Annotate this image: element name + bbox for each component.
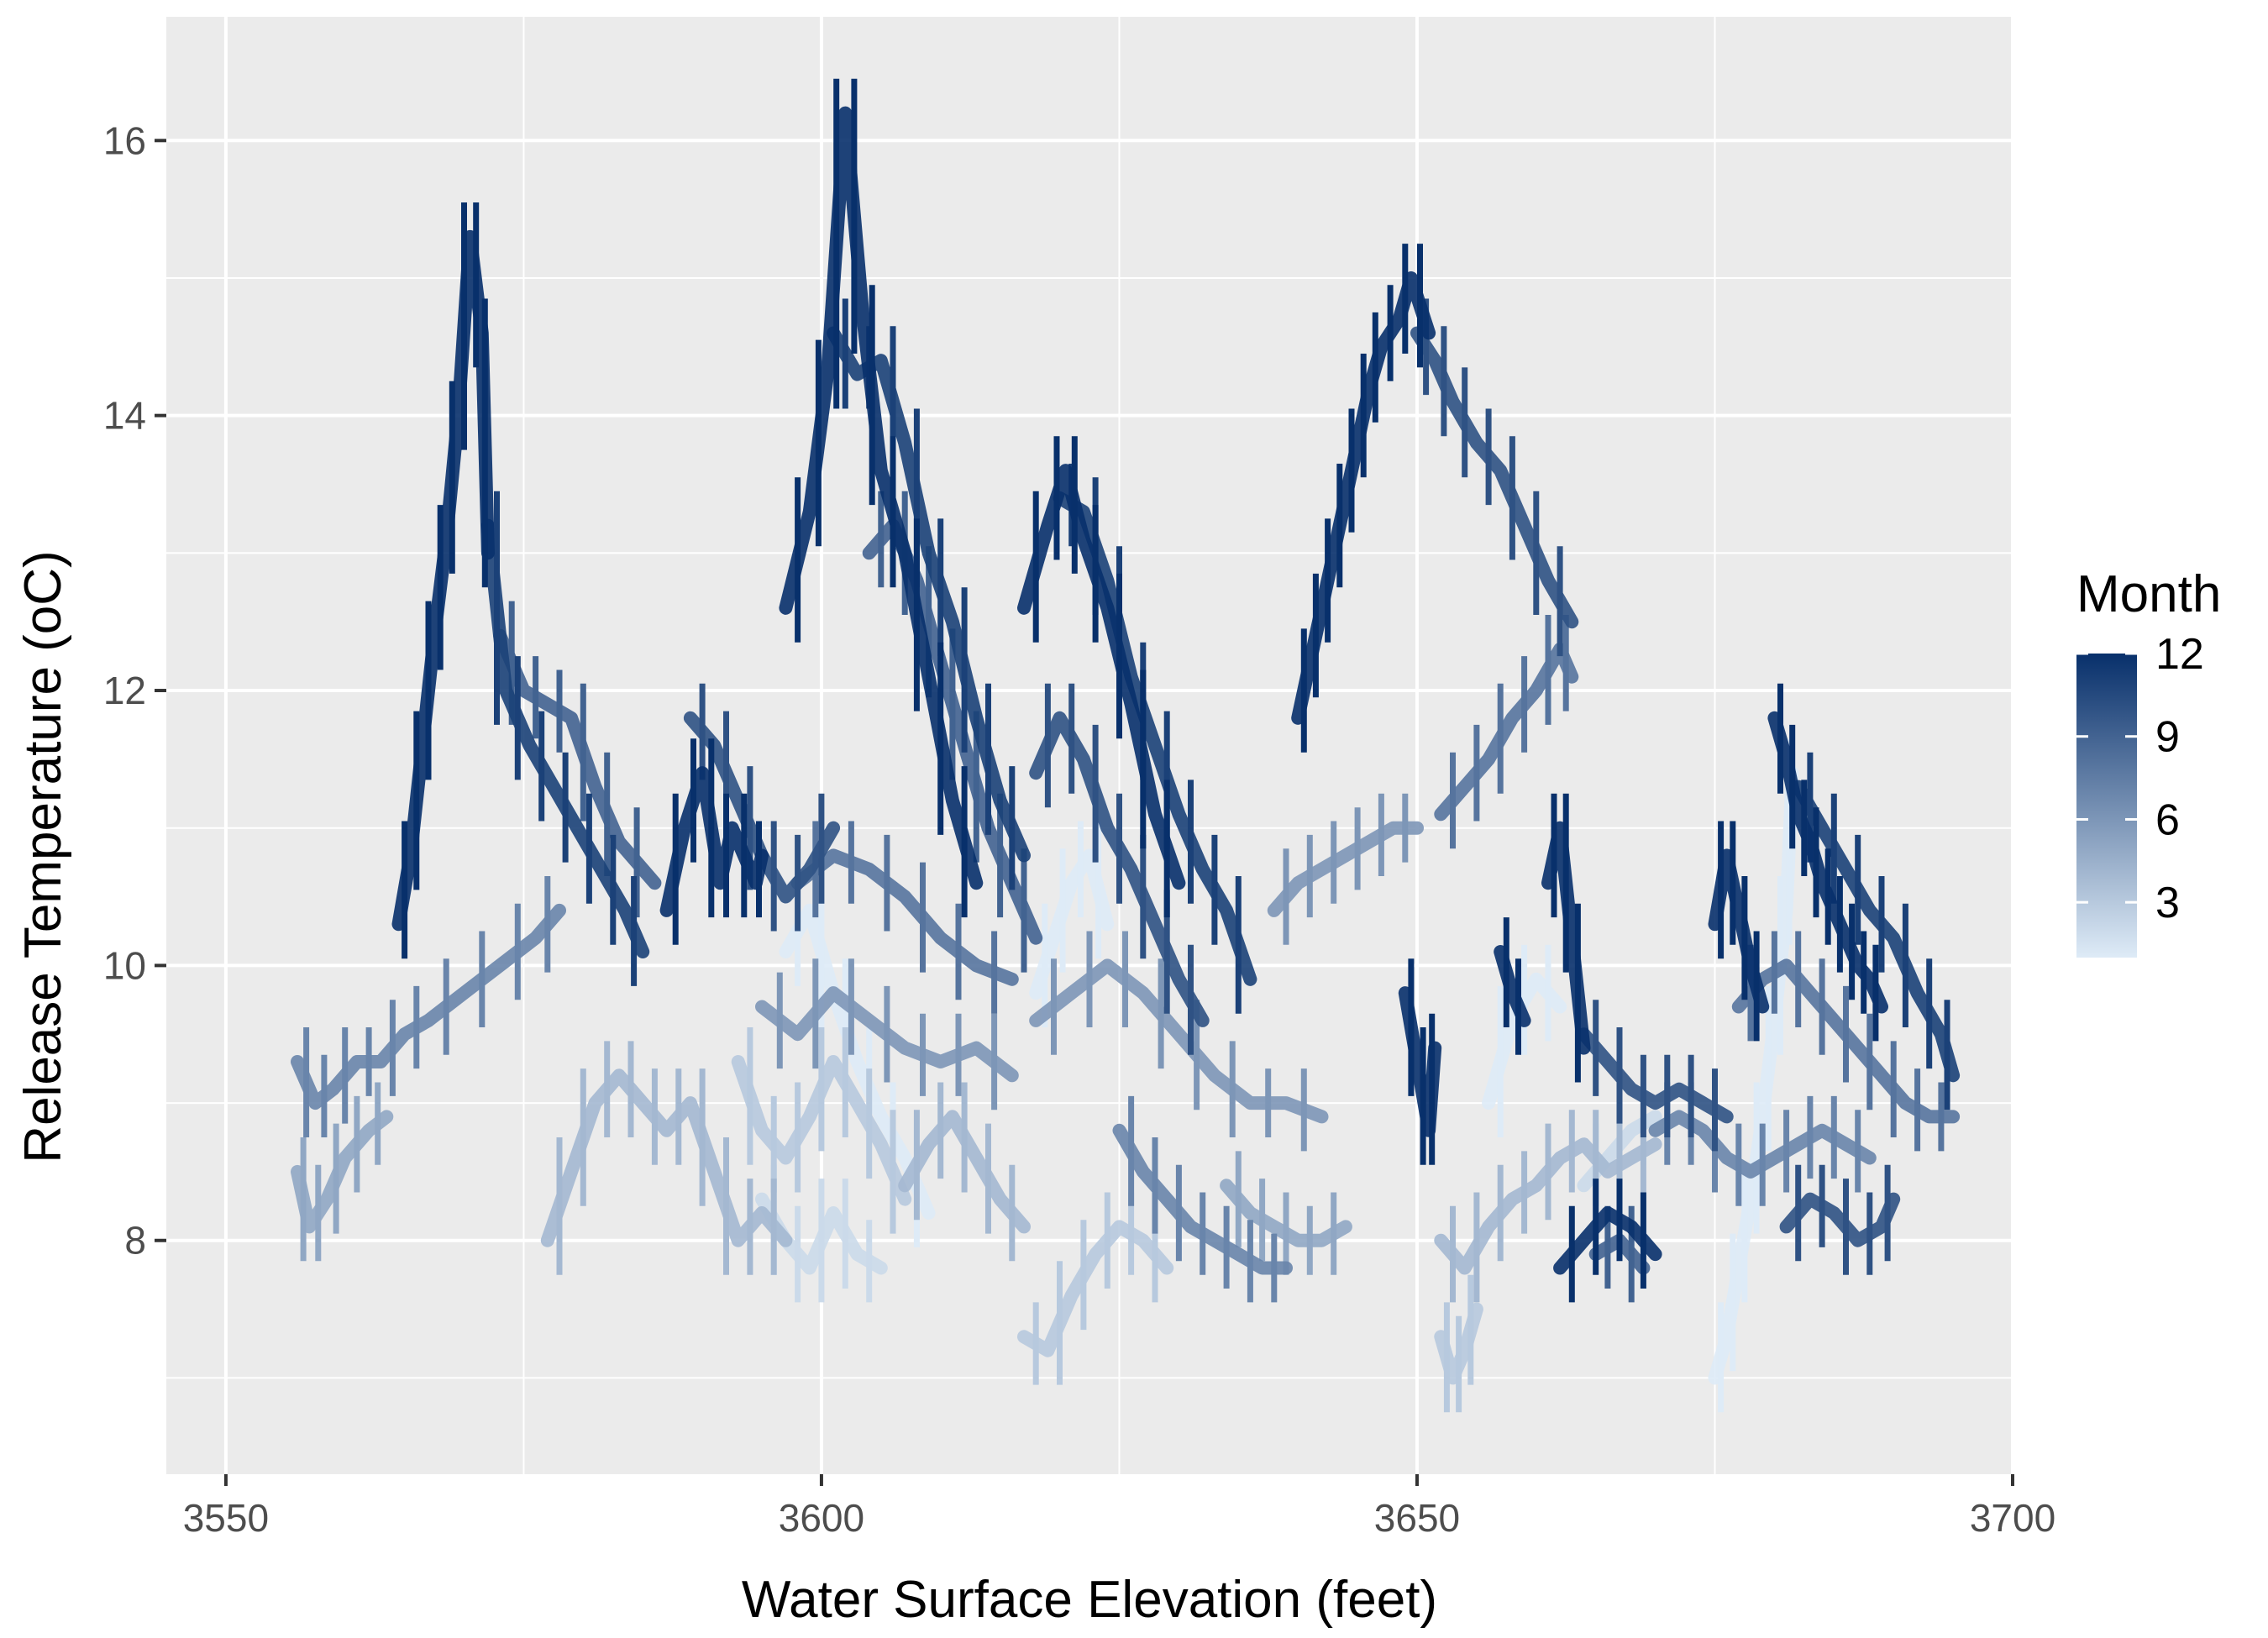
series-line-month-11 [1053,491,1257,986]
y-axis-title: Release Temperature (oC) [14,550,72,1163]
series-line-month-9 [493,628,662,890]
y-tick-label: 8 [124,1219,146,1263]
data-layer [291,78,1961,1413]
legend-tick-label: 6 [2155,795,2180,844]
series-line-month-4 [540,1068,793,1247]
y-tick-label: 10 [103,943,146,987]
x-tick-label: 3700 [1970,1496,2055,1540]
legend-tick-label: 3 [2155,879,2180,927]
legend-tick-label: 9 [2155,713,2180,762]
legend-tick-label: 12 [2155,630,2204,679]
series-line-month-1 [779,903,936,1220]
y-axis: 8 10 12 14 16 [103,118,166,1263]
x-tick-label: 3550 [183,1496,269,1540]
series-line-month-3 [1017,1220,1174,1357]
series-line-month-8 [790,848,1019,986]
series-line-month-6 [1267,821,1424,917]
x-tick-label: 3650 [1374,1496,1460,1540]
legend: Month 3 6 9 12 [2076,565,2221,958]
legend-title: Month [2076,565,2221,623]
y-tick-label: 14 [103,394,146,438]
series-line-month-12 [659,766,769,917]
series-line-month-7 [291,903,566,1110]
series-line-month-6 [1029,958,1329,1124]
legend-ticks: 3 6 9 12 [2076,630,2204,927]
x-axis-title: Water Surface Elevation (feet) [742,1571,1437,1629]
y-tick-label: 16 [103,118,146,162]
y-tick-label: 12 [103,669,146,712]
series-line-month-10 [1577,1027,1734,1124]
x-axis: 3550 3600 3650 3700 [183,1474,2055,1540]
series-line-month-12 [1553,1206,1662,1275]
x-tick-label: 3600 [779,1496,864,1540]
legend-colorbar [2076,654,2137,958]
